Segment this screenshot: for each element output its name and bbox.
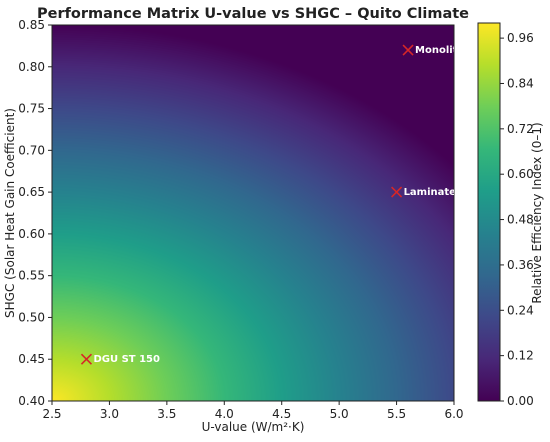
x-marker [402, 44, 414, 56]
point-label: DGU ST 150 [93, 354, 160, 365]
y-tick-label: 0.65 [18, 185, 45, 199]
colorbar-tick-label: 0.24 [507, 303, 534, 317]
x-tick-label: 5.5 [387, 407, 406, 421]
x-marker [391, 186, 403, 198]
heatmap-field [52, 25, 454, 401]
x-marker [80, 353, 93, 365]
y-tick-label: 0.75 [18, 102, 45, 116]
y-axis-label: SHGC (Solar Heat Gain Coefficient) [3, 108, 17, 318]
y-tick-label: 0.60 [18, 227, 45, 241]
colorbar-gradient [477, 22, 501, 402]
plot-area: DGU ST 150 Laminate Monolit [51, 24, 458, 402]
x-axis-ticks: 2.5 3.0 3.5 4.0 4.5 5.0 5.5 6.0 [42, 401, 464, 421]
chart-title: Performance Matrix U-value vs SHGC – Qui… [37, 6, 469, 22]
colorbar-tick-label: 0.60 [507, 167, 534, 181]
y-tick-label: 0.85 [18, 18, 45, 32]
x-tick-label: 3.0 [100, 407, 119, 421]
point-label: Laminate [404, 187, 457, 198]
x-tick-label: 6.0 [444, 407, 463, 421]
y-tick-label: 0.70 [18, 143, 45, 157]
x-tick-label: 5.0 [330, 407, 349, 421]
y-tick-label: 0.80 [18, 60, 45, 74]
plot-frame [51, 24, 455, 402]
x-tick-label: 2.5 [42, 407, 61, 421]
colorbar-tick-label: 0.12 [507, 349, 534, 363]
x-axis-label: U-value (W/m²·K) [202, 420, 305, 434]
colorbar-tick-label: 0.00 [507, 394, 534, 408]
colorbar-label: Relative Efficiency Index (0–1) [530, 122, 544, 303]
colorbar-tick-label: 0.36 [507, 258, 534, 272]
y-axis-ticks: 0.40 0.45 0.50 0.55 0.60 0.65 0.70 0.75 0.80 0.85 [18, 18, 52, 408]
data-point: Laminate [391, 186, 457, 198]
colorbar-tick-label: 0.48 [507, 213, 534, 227]
colorbar-tick-label: 0.96 [507, 31, 534, 45]
y-tick-label: 0.55 [18, 269, 45, 283]
colorbar-tick-label: 0.72 [507, 122, 534, 136]
colorbar-tick-label: 0.84 [507, 76, 534, 90]
point-label: Monolit [415, 45, 458, 56]
x-tick-label: 4.0 [215, 407, 234, 421]
y-tick-label: 0.40 [18, 394, 45, 408]
y-tick-label: 0.45 [18, 352, 45, 366]
data-point: DGU ST 150 [80, 353, 160, 365]
y-tick-label: 0.50 [18, 310, 45, 324]
colorbar: 0.00 0.12 0.24 0.36 0.48 0.60 0.72 0.84 0.96 [477, 22, 534, 408]
x-tick-label: 3.5 [157, 407, 176, 421]
data-point: Monolit [402, 44, 458, 56]
x-tick-label: 4.5 [272, 407, 291, 421]
